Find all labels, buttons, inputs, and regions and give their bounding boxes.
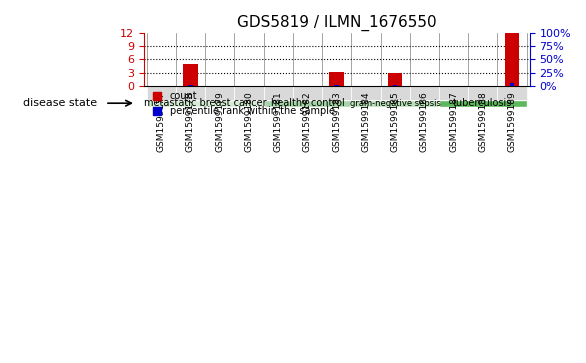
FancyBboxPatch shape — [468, 86, 498, 100]
Bar — [329, 72, 344, 86]
FancyBboxPatch shape — [234, 86, 264, 100]
FancyBboxPatch shape — [498, 86, 527, 100]
Bar — [388, 73, 403, 86]
FancyBboxPatch shape — [146, 86, 176, 100]
FancyBboxPatch shape — [322, 86, 351, 100]
Text: metastatic breast cancer: metastatic breast cancer — [144, 98, 267, 108]
Text: disease state: disease state — [23, 98, 97, 108]
Legend: count, percentile rank within the sample: count, percentile rank within the sample — [148, 87, 339, 120]
Text: tuberculosis: tuberculosis — [453, 98, 513, 108]
FancyBboxPatch shape — [439, 100, 527, 107]
Bar — [510, 83, 515, 86]
Bar — [335, 85, 339, 86]
FancyBboxPatch shape — [351, 100, 439, 107]
FancyBboxPatch shape — [410, 86, 439, 100]
FancyBboxPatch shape — [439, 86, 468, 100]
Text: healthy control: healthy control — [271, 98, 344, 108]
FancyBboxPatch shape — [380, 86, 410, 100]
FancyBboxPatch shape — [205, 86, 234, 100]
FancyBboxPatch shape — [351, 86, 380, 100]
Bar — [505, 33, 519, 86]
Bar — [183, 64, 197, 86]
FancyBboxPatch shape — [293, 86, 322, 100]
FancyBboxPatch shape — [264, 86, 293, 100]
Text: gram-negative sepsis: gram-negative sepsis — [350, 99, 441, 108]
Bar — [393, 85, 397, 86]
FancyBboxPatch shape — [146, 100, 264, 107]
FancyBboxPatch shape — [264, 100, 351, 107]
FancyBboxPatch shape — [176, 86, 205, 100]
Title: GDS5819 / ILMN_1676550: GDS5819 / ILMN_1676550 — [237, 15, 437, 31]
Bar — [188, 85, 193, 86]
